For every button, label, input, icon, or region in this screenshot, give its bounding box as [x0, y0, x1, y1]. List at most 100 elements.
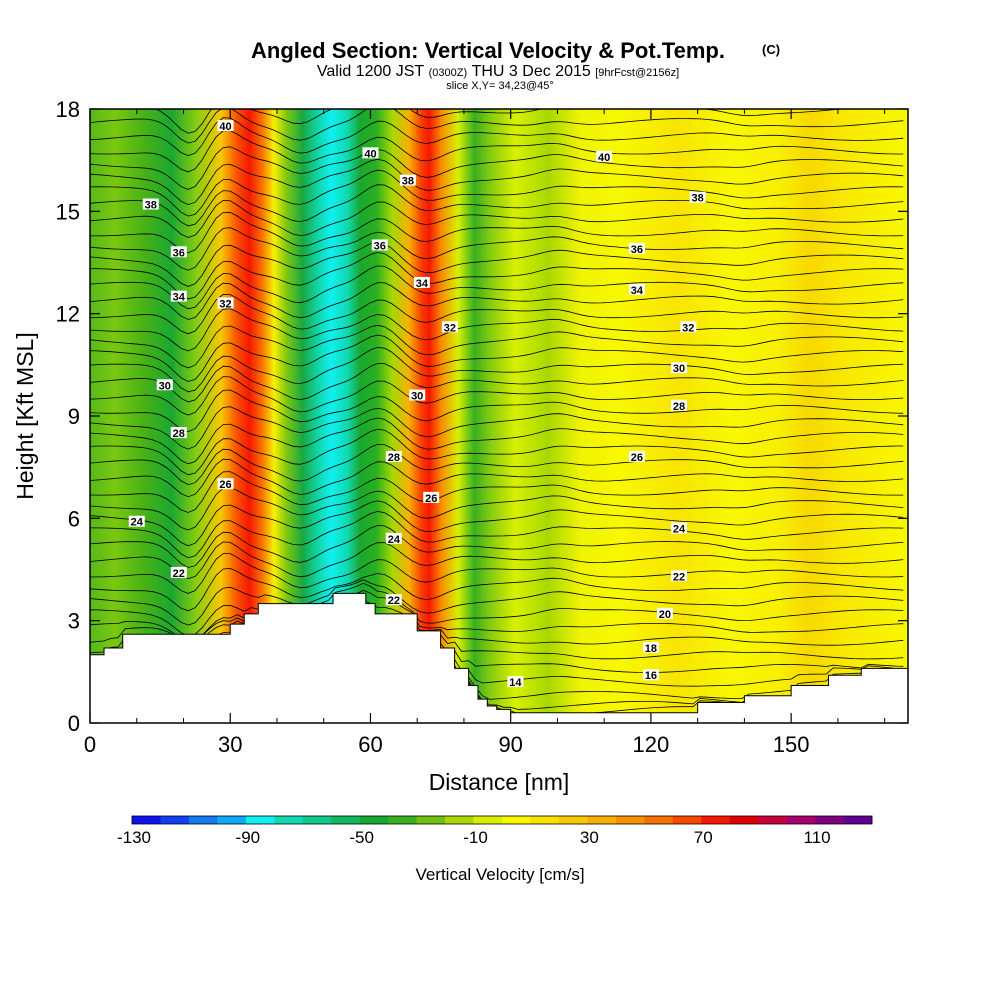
colorbar-label: -50	[349, 828, 374, 847]
y-tick-label: 9	[68, 404, 80, 429]
colorbar-swatch	[416, 816, 446, 824]
isotherm-label-bg	[670, 399, 687, 411]
forecast-info: [9hrFcst@2156z]	[595, 67, 679, 79]
x-tick-label: 150	[773, 732, 810, 757]
isotherm-label-bg	[385, 594, 402, 606]
isotherm-line	[90, 589, 904, 643]
isotherm-label: 24	[388, 534, 401, 546]
isotherm-label-bg	[642, 641, 659, 653]
colorbar-label: 30	[580, 828, 599, 847]
colorbar-swatch	[274, 816, 304, 824]
y-tick-label: 18	[56, 97, 80, 122]
isotherm-label-bg	[399, 174, 416, 186]
colorbar-swatch	[558, 816, 588, 824]
isotherm-label: 30	[159, 380, 171, 392]
colorbar-swatch	[701, 816, 730, 824]
isotherm-label-bg	[628, 450, 645, 462]
valid-time-line: Valid 1200 JST (0300Z) THU 3 Dec 2015 [9…	[317, 63, 679, 80]
isotherm-line	[90, 458, 904, 498]
isotherm-label-bg	[596, 150, 613, 162]
isotherm-label-bg	[656, 607, 673, 619]
isotherm-line	[90, 616, 904, 673]
colorbar-swatch	[188, 816, 218, 824]
isotherm-line	[90, 417, 904, 465]
isotherm-label: 38	[145, 200, 157, 212]
x-tick-label: 60	[358, 732, 382, 757]
isotherm-label-bg	[441, 321, 458, 333]
isotherm-label: 32	[682, 322, 694, 334]
isotherm-label: 30	[673, 363, 685, 375]
terrain-mask	[90, 592, 908, 723]
isotherm-label-bg	[142, 198, 159, 210]
isotherm-label: 22	[173, 568, 185, 580]
colorbar-swatch	[587, 816, 617, 824]
isotherm-label-bg	[371, 239, 388, 251]
y-tick-label: 0	[68, 711, 80, 736]
isotherm-line	[90, 609, 904, 660]
y-tick-label: 15	[56, 199, 80, 224]
isotherm-line	[90, 146, 904, 190]
colorbar-swatch	[672, 816, 702, 824]
isotherm-label-bg	[170, 427, 187, 439]
isotherm-line	[90, 199, 904, 238]
x-tick-label: 0	[84, 732, 96, 757]
y-axis-title: Height [Kft MSL]	[12, 332, 38, 499]
colorbar-label: -130	[117, 828, 151, 847]
isotherm-label-bg	[156, 379, 173, 391]
colorbar-swatch	[530, 816, 560, 824]
isotherm-line	[90, 599, 904, 646]
isotherm-line	[90, 227, 904, 271]
isotherm-line	[90, 265, 904, 310]
isotherm-line	[90, 406, 904, 450]
isotherm-line	[90, 184, 904, 227]
isotherm-line	[90, 211, 904, 254]
isotherm-label: 26	[425, 493, 437, 505]
isotherm-line	[90, 241, 904, 287]
isotherm-label: 18	[645, 643, 657, 655]
colorbar-swatch	[132, 816, 161, 824]
colorbar-swatch	[644, 816, 674, 824]
isotherm-label-bg	[217, 478, 234, 490]
valid-date: THU 3 Dec 2015	[472, 63, 591, 80]
isotherm-label-bg	[507, 676, 524, 688]
colorbar-swatch	[502, 816, 531, 824]
isotherm-label: 30	[411, 391, 423, 403]
isotherm-line	[90, 582, 904, 637]
colorbar-swatch	[331, 816, 360, 824]
isotherm-label: 36	[374, 240, 386, 252]
colorbar-swatch	[245, 816, 275, 824]
colorbar-swatch	[843, 816, 873, 824]
isotherm-line	[90, 389, 904, 433]
colorbar-frame	[131, 815, 873, 825]
isotherm-line	[90, 511, 904, 559]
chart-title: Angled Section: Vertical Velocity & Pot.…	[251, 38, 725, 63]
x-tick-label: 120	[633, 732, 670, 757]
isotherm-label: 28	[673, 401, 685, 413]
isotherm-label-bg	[385, 450, 402, 462]
isotherm-line	[90, 525, 904, 568]
x-tick-label: 90	[498, 732, 522, 757]
isotherm-label-bg	[670, 570, 687, 582]
plot-area: 40 40 40 38 38 38 36 36 36 34 34 34 32 32 32 30 30 30 28 28…	[90, 109, 908, 723]
isotherm-label: 40	[364, 148, 376, 160]
isotherm-label-bg	[689, 191, 706, 203]
isotherm-label-bg	[170, 566, 187, 578]
isotherm-label-bg	[628, 242, 645, 254]
isotherm-label-bg	[628, 283, 645, 295]
isotherm-label-bg	[670, 362, 687, 374]
isotherm-label: 24	[131, 517, 144, 529]
isotherm-line	[90, 567, 904, 612]
isotherm-label: 26	[219, 479, 231, 491]
colorbar-swatch	[445, 816, 474, 824]
isotherm-label-bg	[385, 532, 402, 544]
isotherm-line	[90, 500, 904, 547]
isotherm-label: 40	[219, 121, 231, 133]
isotherm-line	[90, 117, 904, 157]
isotherm-label-bg	[362, 147, 379, 159]
colorbar-label: 110	[804, 828, 831, 847]
isotherm-line	[90, 376, 904, 416]
isotherm-label-bg	[170, 290, 187, 302]
isotherm-line	[90, 346, 904, 393]
